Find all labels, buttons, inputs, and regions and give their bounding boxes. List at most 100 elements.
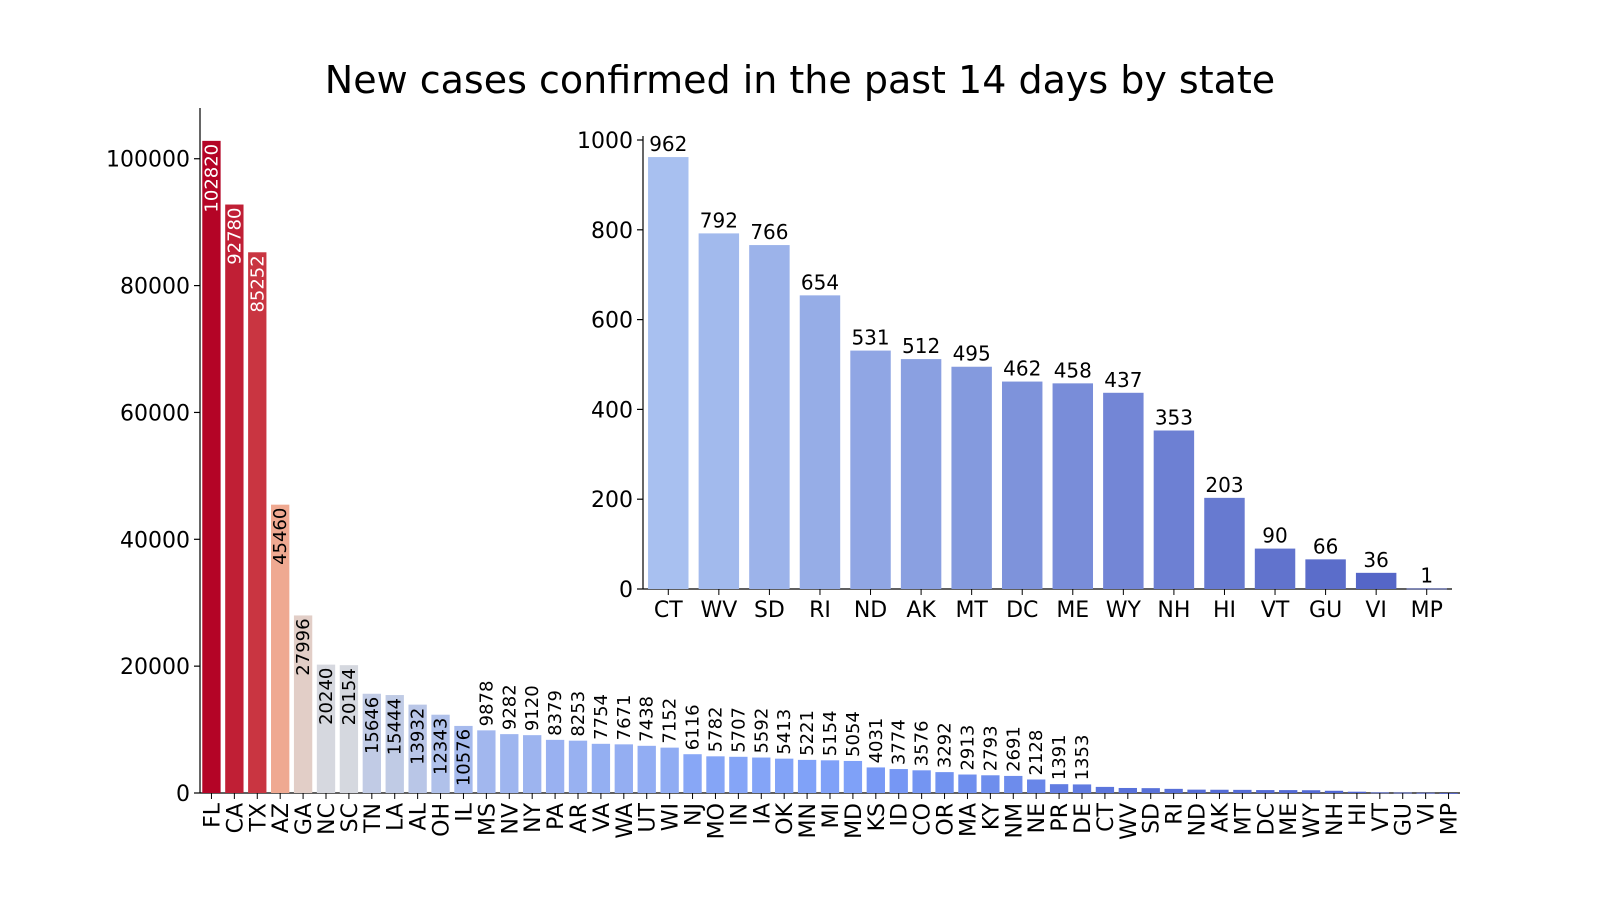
main-bar-OR [935, 772, 954, 793]
main-x-tick-label: AZ [269, 803, 294, 833]
main-x-tick-label: NJ [682, 803, 707, 826]
main-x-tick-label: AR [567, 803, 592, 833]
main-x-tick-label: CO [911, 803, 936, 836]
main-x-tick-label: HI [1346, 803, 1371, 826]
inset-bar-RI [799, 295, 841, 589]
inset-y-tick-label: 800 [591, 219, 633, 244]
inset-x-tick-label: HI [1213, 598, 1236, 623]
main-bar-ID [889, 769, 908, 793]
main-x-tick-label: NY [521, 802, 546, 832]
main-x-tick-label: MP [1438, 803, 1463, 835]
main-x-tick-label: ME [1277, 803, 1302, 836]
main-x-tick-label: WY [1300, 802, 1325, 838]
main-bar-KS [866, 767, 885, 793]
main-bar-label: 1353 [1072, 735, 1093, 781]
main-bar-MA [958, 774, 977, 793]
main-bar-IA [752, 757, 771, 793]
main-bar-label: 27996 [293, 618, 314, 675]
main-bar-VA [591, 743, 611, 793]
main-y-tick-label: 20000 [120, 655, 190, 680]
main-bar-GA [293, 615, 313, 793]
main-x-tick-label: TX [246, 803, 271, 833]
inset-bar-ME [1052, 383, 1094, 589]
inset-bar-label: 66 [1313, 534, 1338, 558]
main-bar-PA [545, 739, 565, 793]
main-bar-AK [1210, 789, 1229, 793]
main-x-tick-label: ND [1186, 803, 1211, 836]
main-x-tick-label: IN [727, 803, 752, 826]
inset-x-tick-label: GU [1309, 598, 1342, 623]
inset-bar-GU [1305, 559, 1346, 589]
main-bar-NE [1027, 779, 1046, 793]
inset-y-tick-label: 1000 [577, 129, 633, 154]
main-bar-CO [912, 770, 931, 793]
inset-x-tick-label: WY [1106, 598, 1142, 623]
main-bar-NH [1324, 790, 1344, 793]
main-bar-label: 13932 [408, 708, 429, 765]
inset-x-tick-label: MT [955, 598, 988, 623]
main-bar-label: 5154 [820, 710, 841, 756]
main-bar-OH [431, 714, 450, 793]
main-x-tick-label: KY [979, 802, 1004, 830]
main-bar-label: 3576 [912, 721, 933, 767]
main-bar-GU [1393, 792, 1412, 794]
main-x-tick-label: NE [1025, 803, 1050, 833]
main-x-tick-label: WA [613, 803, 638, 839]
main-bar-IN [729, 756, 748, 793]
main-bar-CT [1095, 786, 1115, 793]
main-bar-label: 4031 [866, 718, 887, 764]
main-bar-TX [248, 252, 267, 793]
main-x-tick-label: SC [338, 803, 363, 832]
main-x-tick-label: MA [956, 803, 981, 837]
main-bar-label: 5592 [751, 708, 772, 754]
main-y-tick-label: 0 [176, 782, 190, 807]
main-bar-label: 5221 [797, 710, 818, 756]
main-x-tick-label: DE [1071, 803, 1096, 834]
main-bar-DE [1072, 784, 1092, 793]
inset-bar-label: 654 [801, 270, 839, 294]
main-bar-AL [408, 704, 427, 793]
inset-bar-NH [1153, 430, 1195, 589]
main-bar-WA [614, 744, 633, 793]
inset-bar-label: 353 [1155, 406, 1193, 430]
main-bar-label: 15646 [362, 697, 383, 754]
main-bar-label: 5707 [728, 707, 749, 753]
inset-bar-label: 531 [851, 326, 889, 350]
main-x-tick-label: VI [1415, 803, 1440, 825]
main-bar-NC [316, 664, 336, 793]
inset-y-tick-label: 0 [619, 578, 633, 603]
chart-title: New cases confirmed in the past 14 days … [324, 58, 1276, 102]
main-bar-MD [843, 760, 863, 793]
main-bar-TN [362, 693, 381, 793]
main-x-tick-label: OK [773, 802, 798, 834]
main-bar-ME [1279, 790, 1298, 793]
main-x-tick-label: MO [704, 803, 729, 839]
main-bar-PR [1049, 784, 1069, 793]
main-y-tick-label: 40000 [120, 528, 190, 553]
main-x-tick-label: GU [1392, 803, 1417, 836]
main-bar-label: 9878 [476, 681, 497, 727]
main-bar-label: 85252 [247, 255, 268, 312]
main-bar-HI [1347, 791, 1367, 793]
inset-x-tick-label: SD [754, 598, 785, 623]
main-x-tick-label: KS [865, 803, 890, 831]
main-bar-AZ [271, 504, 290, 793]
main-x-tick-label: ID [888, 803, 913, 826]
main-bar-label: 7754 [591, 694, 612, 740]
main-x-tick-label: CA [223, 803, 248, 833]
main-bar-label: 1391 [1049, 734, 1070, 780]
inset-bar-SD [749, 245, 790, 590]
main-bar-label: 5054 [843, 711, 864, 757]
inset-bar-label: 766 [750, 220, 788, 244]
main-x-tick-label: DC [1254, 803, 1279, 835]
main-bar-RI [1164, 788, 1183, 793]
inset-bar-label: 437 [1104, 368, 1142, 392]
inset-bar-DC [1001, 381, 1043, 589]
main-bar-label: 5782 [705, 707, 726, 753]
main-bar-FL [202, 140, 221, 794]
main-x-tick-label: WI [659, 803, 684, 831]
main-x-tick-label: NV [498, 803, 523, 835]
main-bar-MS [477, 730, 496, 793]
inset-bar-MP [1406, 588, 1447, 590]
